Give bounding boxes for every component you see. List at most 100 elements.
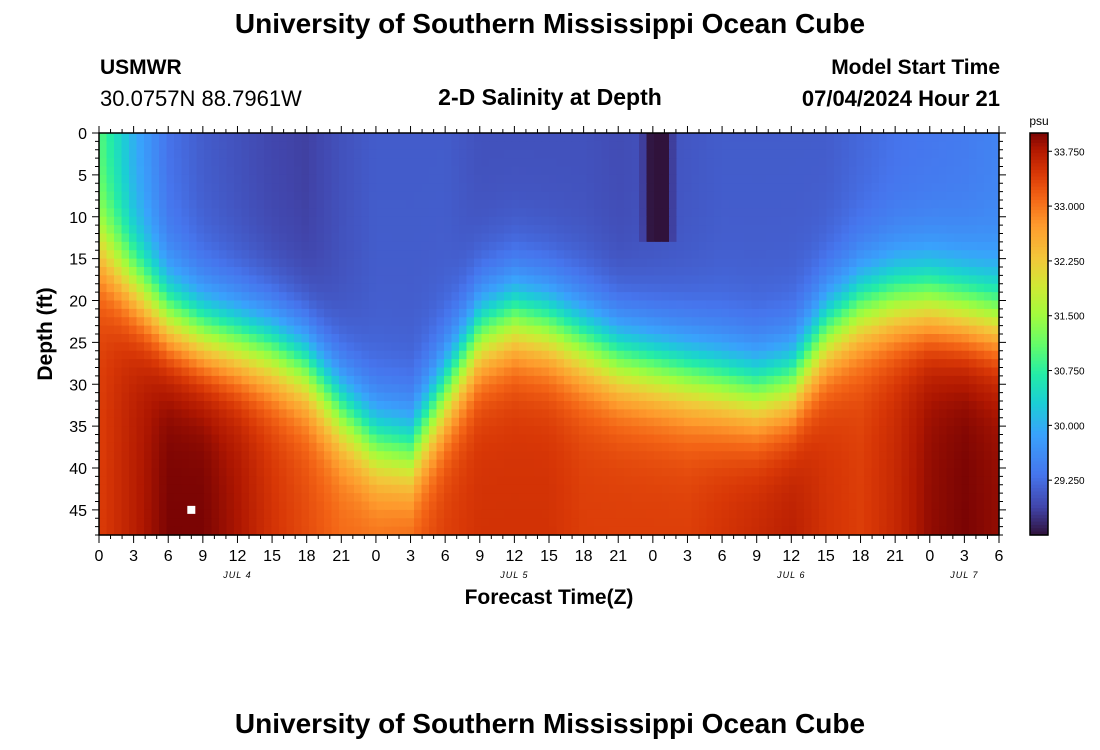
heatmap-cell (541, 233, 550, 243)
heatmap-cell (181, 166, 190, 176)
heatmap-cell (361, 241, 370, 251)
heatmap-cell (519, 409, 528, 419)
heatmap-cell (151, 359, 160, 369)
heatmap-cell (931, 417, 940, 427)
heatmap-cell (166, 375, 175, 385)
heatmap-cell (339, 359, 348, 369)
heatmap-cell (136, 409, 145, 419)
heatmap-cell (721, 409, 730, 419)
heatmap-cell (939, 308, 948, 318)
heatmap-cell (759, 183, 768, 193)
heatmap-cell (519, 417, 528, 427)
heatmap-cell (721, 325, 730, 335)
heatmap-cell (699, 417, 708, 427)
heatmap-cell (924, 459, 933, 469)
heatmap-cell (931, 241, 940, 251)
heatmap-cell (136, 308, 145, 318)
heatmap-cell (196, 426, 205, 436)
heatmap-cell (646, 409, 655, 419)
heatmap-cell (406, 342, 415, 352)
heatmap-cell (871, 208, 880, 218)
heatmap-cell (384, 149, 393, 159)
heatmap-cell (459, 359, 468, 369)
heatmap-cell (249, 174, 258, 184)
heatmap-cell (339, 334, 348, 343)
heatmap-cell (856, 409, 865, 419)
heatmap-cell (249, 325, 258, 335)
heatmap-cell (466, 367, 475, 377)
heatmap-cell (511, 275, 520, 285)
heatmap-cell (159, 384, 168, 394)
heatmap-cell (721, 216, 730, 226)
heatmap-cell (624, 233, 633, 243)
heatmap-cell (871, 292, 880, 302)
heatmap-cell (166, 442, 175, 452)
heatmap-cell (106, 275, 115, 285)
heatmap-cell (369, 283, 378, 293)
heatmap-cell (429, 292, 438, 302)
heatmap-cell (984, 334, 993, 343)
heatmap-cell (136, 292, 145, 302)
heatmap-cell (631, 417, 640, 427)
heatmap-cell (219, 225, 228, 235)
heatmap-cell (684, 267, 693, 276)
heatmap-cell (159, 334, 168, 343)
heatmap-cell (541, 409, 550, 419)
heatmap-cell (496, 166, 505, 176)
heatmap-cell (804, 342, 813, 352)
heatmap-cell (699, 292, 708, 302)
heatmap-cell (489, 267, 498, 276)
heatmap-cell (699, 308, 708, 318)
heatmap-cell (429, 208, 438, 218)
heatmap-cell (564, 241, 573, 251)
heatmap-cell (639, 451, 648, 461)
heatmap-cell (961, 342, 970, 352)
heatmap-cell (556, 200, 565, 209)
heatmap-cell (114, 334, 123, 343)
heatmap-cell (646, 158, 655, 168)
heatmap-cell (466, 191, 475, 201)
heatmap-cell (189, 392, 198, 402)
heatmap-cell (984, 258, 993, 268)
heatmap-cell (856, 166, 865, 176)
heatmap-cell (706, 401, 715, 410)
heatmap-cell (196, 233, 205, 243)
heatmap-cell (961, 133, 970, 142)
heatmap-cell (204, 367, 213, 377)
heatmap-cell (106, 367, 115, 377)
heatmap-cell (256, 250, 265, 260)
heatmap-cell (129, 442, 138, 452)
heatmap-cell (616, 300, 625, 310)
heatmap-cell (549, 275, 558, 285)
heatmap-cell (346, 166, 355, 176)
heatmap-cell (721, 334, 730, 343)
heatmap-cell (571, 250, 580, 260)
heatmap-cell (376, 166, 385, 176)
heatmap-cell (804, 350, 813, 360)
heatmap-cell (166, 401, 175, 410)
heatmap-cell (961, 283, 970, 293)
heatmap-cell (114, 149, 123, 159)
heatmap-cell (316, 283, 325, 293)
heatmap-cell (346, 133, 355, 142)
heatmap-cell (226, 149, 235, 159)
heatmap-cell (166, 200, 175, 209)
heatmap-cell (451, 233, 460, 243)
heatmap-cell (594, 208, 603, 218)
heatmap-cell (856, 350, 865, 360)
heatmap-cell (744, 317, 753, 327)
heatmap-cell (391, 409, 400, 419)
heatmap-cell (286, 191, 295, 201)
heatmap-cell (414, 283, 423, 293)
heatmap-cell (249, 149, 258, 159)
heatmap-cell (826, 334, 835, 343)
heatmap-cell (436, 250, 445, 260)
heatmap-cell (751, 141, 760, 151)
heatmap-cell (744, 133, 753, 142)
heatmap-cell (466, 409, 475, 419)
heatmap-cell (174, 409, 183, 419)
heatmap-cell (99, 158, 108, 168)
heatmap-cell (444, 451, 453, 461)
heatmap-cell (609, 250, 618, 260)
heatmap-cell (924, 183, 933, 193)
